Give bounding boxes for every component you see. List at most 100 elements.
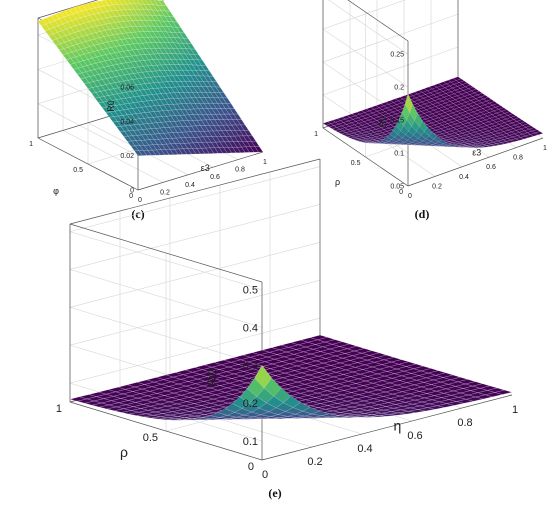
z-tick-label: 0.02 bbox=[120, 153, 134, 160]
y-tick-label: 0 bbox=[399, 189, 403, 196]
surface-cell bbox=[498, 107, 507, 112]
tick-labels: 0 0.2 0.4 0.6 0.8 1 0 0.5 1 0 0.02 0.04 0.06 bbox=[29, 85, 267, 204]
zlabel-label: R0 bbox=[378, 116, 388, 128]
tick-labels: 0 0.2 0.4 0.6 0.8 1 0 0.5 1 0.1 0.2 0.3 0.4 0.5 bbox=[56, 284, 518, 481]
surface-cell bbox=[486, 99, 495, 104]
surface-cell bbox=[472, 383, 491, 389]
axis-line bbox=[69, 223, 263, 283]
z-tick-label: 0.4 bbox=[243, 322, 258, 334]
y-tick-label: 1 bbox=[56, 403, 62, 415]
xlabel-label: ε3 bbox=[472, 148, 481, 158]
z-tick-label: 0.04 bbox=[120, 119, 134, 126]
surface-cell bbox=[254, 146, 264, 153]
axis-line bbox=[37, 137, 139, 191]
x-tick-label: 0.8 bbox=[457, 417, 472, 429]
ylabel-label: φ bbox=[53, 186, 59, 196]
surface-cell bbox=[468, 86, 477, 91]
y-tick-label: 0.5 bbox=[143, 432, 158, 444]
axis-line bbox=[261, 394, 513, 461]
x-tick-label: 0.2 bbox=[307, 456, 322, 468]
z-tick-label: 0.15 bbox=[390, 118, 404, 125]
surface-cell bbox=[452, 76, 462, 81]
gridline bbox=[322, 0, 409, 88]
surface-cell bbox=[479, 385, 498, 391]
axis-labels: η ρ R0 bbox=[120, 368, 401, 460]
y-tick-label: 0 bbox=[129, 193, 133, 200]
surface-cell bbox=[449, 376, 469, 383]
surface-cell bbox=[165, 10, 175, 18]
surface-cell bbox=[495, 105, 504, 110]
x-tick-label: 0.4 bbox=[459, 174, 469, 181]
z-tick-label: 0.05 bbox=[390, 183, 404, 190]
surface-cell bbox=[522, 123, 532, 128]
surface bbox=[69, 334, 513, 421]
ylabel-label: ρ bbox=[120, 444, 128, 460]
surface-cell bbox=[492, 103, 501, 108]
y-tick-label: 1 bbox=[29, 141, 33, 148]
surface-cell bbox=[477, 93, 486, 98]
surface-cell bbox=[118, 0, 127, 5]
panel-caption: (e) bbox=[268, 486, 281, 500]
surface-cell bbox=[534, 131, 544, 136]
surface-cell bbox=[104, 0, 114, 6]
x-tick-label: 1 bbox=[543, 145, 547, 152]
axis-line bbox=[37, 0, 99, 19]
axis-labels: ε3 ρ R0 bbox=[335, 116, 481, 187]
x-tick-label: 0.6 bbox=[486, 164, 496, 171]
x-tick-label: 0 bbox=[262, 469, 268, 481]
surface-cell bbox=[123, 0, 132, 5]
surface-cell bbox=[376, 354, 395, 361]
surface bbox=[322, 76, 544, 148]
surface-cell bbox=[471, 88, 480, 94]
surface-cell bbox=[507, 113, 517, 118]
gridline bbox=[68, 166, 321, 290]
surface-cell bbox=[243, 130, 253, 137]
gridline bbox=[328, 0, 409, 55]
x-tick-label: 0.2 bbox=[160, 189, 170, 196]
surface-cell bbox=[501, 109, 510, 114]
axis-line bbox=[69, 401, 263, 461]
surface-cell bbox=[457, 379, 476, 385]
y-tick-label: 1 bbox=[314, 131, 318, 138]
x-tick-label: 0.4 bbox=[185, 182, 195, 189]
z-tick-label: 0.1 bbox=[243, 436, 258, 448]
xlabel-label: η bbox=[394, 417, 402, 433]
axis-line bbox=[407, 137, 544, 187]
surface-cell bbox=[504, 111, 513, 116]
surface-cell bbox=[141, 0, 150, 5]
gridline bbox=[349, 0, 436, 177]
x-tick-label: 1 bbox=[512, 404, 518, 416]
surface-cell bbox=[486, 387, 506, 393]
axis-line bbox=[322, 127, 409, 187]
y-tick-label: 0.5 bbox=[351, 160, 361, 167]
surface bbox=[37, 0, 264, 156]
z-tick-label: 0.2 bbox=[394, 85, 404, 92]
surface-cell bbox=[528, 127, 538, 132]
surface-cell bbox=[215, 86, 225, 93]
surface-cell bbox=[474, 90, 483, 96]
surface-cell bbox=[531, 129, 541, 134]
x-tick-label: 0.8 bbox=[235, 167, 245, 174]
z-tick-label: 0.5 bbox=[243, 284, 258, 296]
surface-cell bbox=[109, 0, 118, 6]
x-tick-label: 0.6 bbox=[407, 430, 422, 442]
y-tick-label: 0.5 bbox=[73, 167, 83, 174]
y-tick-label: 0 bbox=[248, 461, 254, 473]
tick-labels: 0 0.2 0.4 0.6 0.8 1 0 0.5 1 0.05 0.1 0.15 0.2 0.25 bbox=[314, 52, 547, 200]
x-tick-label: 0.8 bbox=[513, 155, 523, 162]
panel-caption: (d) bbox=[415, 207, 430, 221]
zlabel-label: R0 bbox=[106, 100, 116, 112]
axis-line bbox=[137, 151, 264, 191]
x-tick-label: 0 bbox=[408, 193, 412, 200]
x-tick-label: 0 bbox=[138, 197, 142, 204]
panel-d: 0 0.2 0.4 0.6 0.8 1 0 0.5 1 0.05 0.1 0.15 0.2 0.25 ε3 ρ… bbox=[314, 0, 547, 221]
z-tick-label: 0.06 bbox=[120, 85, 134, 92]
x-tick-label: 0.6 bbox=[210, 174, 220, 181]
surface-cell bbox=[464, 381, 484, 387]
xlabel-label: ε3 bbox=[201, 163, 210, 173]
x-tick-label: 1 bbox=[263, 159, 267, 166]
axis-line bbox=[347, 0, 409, 42]
x-tick-label: 0.2 bbox=[432, 183, 442, 190]
